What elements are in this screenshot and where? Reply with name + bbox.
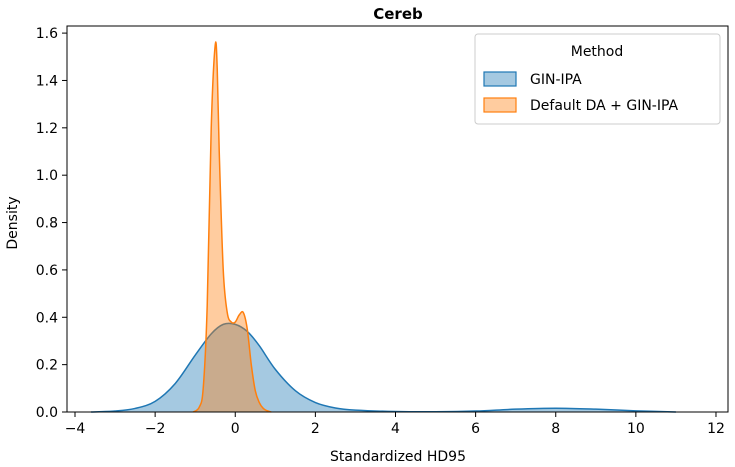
y-tick-label: 0.8: [36, 216, 58, 232]
y-tick-label: 1.2: [36, 121, 58, 137]
chart-title: Cereb: [373, 5, 423, 23]
plot-area: [91, 41, 676, 413]
y-tick-label: 0.2: [36, 358, 58, 374]
x-tick-label: 10: [627, 421, 645, 437]
series-area-gin-ipa: [91, 323, 676, 412]
legend-box: [474, 33, 721, 125]
legend-title: Method: [571, 44, 624, 60]
y-tick-label: 0.0: [36, 405, 58, 421]
legend-swatch-default-da-gin-ipa: [483, 97, 517, 113]
x-axis-label: Standardized HD95: [330, 449, 466, 465]
plot-frame: [66, 25, 729, 413]
y-tick-label: 1.4: [36, 73, 58, 89]
series-line-default-da-gin-ipa: [192, 41, 272, 413]
x-tick-label: −2: [145, 421, 166, 437]
y-tick-label: 1.0: [36, 168, 58, 184]
series-area-default-da-gin-ipa: [193, 41, 272, 413]
x-tick-label: 4: [391, 421, 400, 437]
legend-label-default-da-gin-ipa: Default DA + GIN-IPA: [530, 98, 679, 114]
x-tick-label: 6: [471, 421, 480, 437]
x-tick-label: −4: [65, 421, 86, 437]
legend-label-gin-ipa: GIN-IPA: [530, 72, 582, 88]
legend-swatch-gin-ipa: [483, 71, 517, 87]
y-tick-label: 1.6: [36, 26, 58, 42]
y-tick-label: 0.6: [36, 263, 58, 279]
y-tick-label: 0.4: [36, 310, 58, 326]
series-line-gin-ipa: [91, 322, 676, 413]
legend: Method GIN-IPA Default DA + GIN-IPA: [474, 33, 721, 125]
axes: −4 −2 0 2 4 6 8 10 12 0.0 0.2 0.4 0.6 0.8 1.0 1.2 1.4 1.6: [36, 25, 729, 437]
x-tick-label: 8: [551, 421, 560, 437]
x-tick-label: 12: [707, 421, 725, 437]
y-axis-label: Density: [5, 196, 21, 249]
x-tick-label: 0: [231, 421, 240, 437]
x-tick-label: 2: [311, 421, 320, 437]
